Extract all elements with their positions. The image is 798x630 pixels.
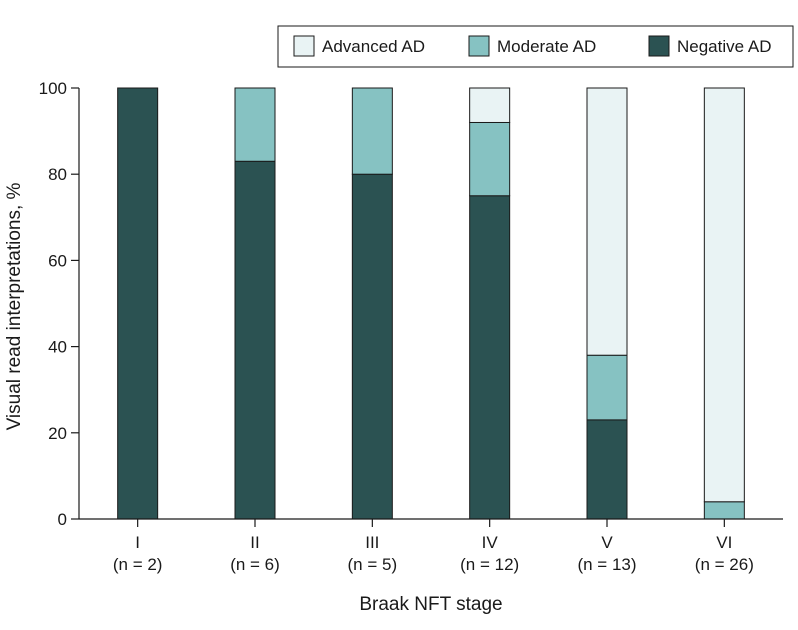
- x-tick-count-label: (n = 12): [460, 555, 519, 574]
- y-tick-label: 40: [48, 338, 67, 357]
- legend-box: [277, 25, 794, 68]
- legend-swatch-advanced-ad: [293, 35, 315, 57]
- x-tick-count-label: (n = 6): [230, 555, 280, 574]
- x-tick-label: VI: [716, 533, 732, 552]
- y-tick-label: 0: [58, 510, 67, 529]
- x-tick-count-label: (n = 13): [577, 555, 636, 574]
- bars: [117, 87, 745, 520]
- x-tick-label: V: [601, 533, 613, 552]
- bar-segment-moderate-ad: [351, 87, 393, 175]
- x-tick-label: IV: [482, 533, 499, 552]
- x-tick-label: II: [250, 533, 259, 552]
- y-axis-title: Visual read interpretations, %: [4, 182, 25, 430]
- bar-segment-moderate-ad: [469, 121, 511, 197]
- bar-segment-negative-ad: [469, 195, 511, 520]
- y-tick-label: 60: [48, 251, 67, 270]
- x-tick-label: I: [135, 533, 140, 552]
- legend: Advanced AD Moderate AD Negative AD: [277, 25, 794, 68]
- bar-segment-negative-ad: [351, 173, 393, 520]
- bar-segment-advanced-ad: [469, 87, 511, 123]
- bar-segment-advanced-ad: [586, 87, 628, 356]
- bar-segment-negative-ad: [234, 160, 276, 520]
- bar-stack-V: [586, 87, 628, 520]
- legend-label-moderate-ad: Moderate AD: [497, 37, 596, 56]
- bar-stack-II: [234, 87, 276, 520]
- x-tick-count-label: (n = 26): [695, 555, 754, 574]
- bar-stack-III: [351, 87, 393, 520]
- legend-swatch-moderate-ad: [468, 35, 490, 57]
- legend-label-advanced-ad: Advanced AD: [322, 37, 425, 56]
- bar-stack-VI: [703, 87, 745, 520]
- bar-segment-negative-ad: [117, 87, 159, 520]
- x-tick-label: III: [365, 533, 379, 552]
- x-tick-count-label: (n = 5): [348, 555, 398, 574]
- bar-stack-IV: [469, 87, 511, 520]
- y-tick-label: 100: [39, 79, 67, 98]
- bar-segment-moderate-ad: [703, 501, 745, 520]
- x-axis-title: Braak NFT stage: [359, 594, 502, 615]
- bar-segment-moderate-ad: [586, 354, 628, 421]
- bar-segment-advanced-ad: [703, 87, 745, 503]
- bar-stack-I: [117, 87, 159, 520]
- y-axis: 0 20 40 60 80 100: [39, 79, 80, 529]
- y-tick-label: 80: [48, 165, 67, 184]
- legend-swatch-negative-ad: [648, 35, 670, 57]
- legend-label-negative-ad: Negative AD: [677, 37, 772, 56]
- x-axis: I (n = 2) II (n = 6) III (n = 5) IV (n = 12) V (n…: [79, 518, 783, 574]
- bar-segment-negative-ad: [586, 419, 628, 520]
- bar-segment-moderate-ad: [234, 87, 276, 162]
- x-tick-count-label: (n = 2): [113, 555, 163, 574]
- y-tick-label: 20: [48, 424, 67, 443]
